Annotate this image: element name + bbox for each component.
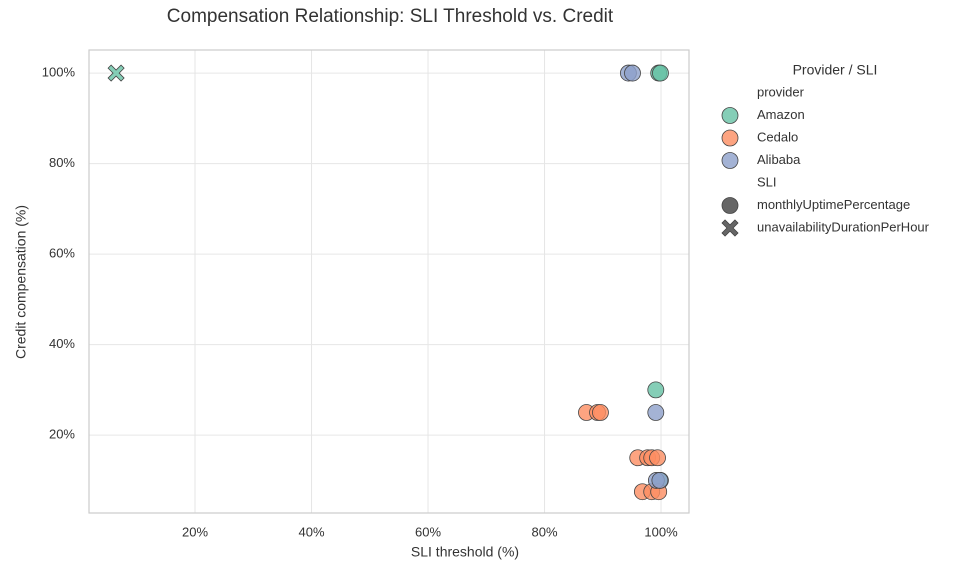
- legend-section-title: provider: [757, 84, 805, 99]
- y-tick-label: 100%: [42, 65, 76, 80]
- legend-marker: [721, 107, 739, 124]
- scatter-point: [624, 64, 641, 82]
- scatter-point: [107, 64, 125, 82]
- scatter-point: [652, 64, 669, 82]
- legend-label: Cedalo: [757, 129, 798, 144]
- x-tick-label: 40%: [299, 524, 325, 539]
- x-tick-label: 80%: [532, 524, 558, 539]
- legend-label: unavailabilityDurationPerHour: [757, 219, 930, 234]
- legend-marker: [721, 197, 739, 214]
- scatter-point: [592, 404, 609, 421]
- scatter-point: [647, 381, 665, 399]
- legend-label: Alibaba: [757, 152, 801, 167]
- scatter-point: [647, 404, 665, 421]
- legend-label: monthlyUptimePercentage: [757, 197, 910, 212]
- legend-marker: [721, 129, 739, 147]
- y-axis-label: Credit compensation (%): [13, 205, 29, 359]
- x-tick-label: 100%: [644, 524, 678, 539]
- legend-title: Provider / SLI: [793, 62, 878, 78]
- scatter-point: [649, 449, 666, 467]
- y-tick-label: 80%: [49, 155, 75, 170]
- chart-title: Compensation Relationship: SLI Threshold…: [167, 6, 614, 27]
- legend-marker: [721, 219, 739, 237]
- y-tick-label: 60%: [49, 246, 75, 261]
- y-tick-label: 20%: [49, 427, 75, 442]
- x-axis-label: SLI threshold (%): [411, 544, 519, 560]
- y-tick-label: 40%: [49, 336, 75, 351]
- plot-frame: [88, 49, 690, 514]
- x-tick-label: 60%: [415, 524, 441, 539]
- legend-label: Amazon: [757, 107, 805, 122]
- legend-section-title: SLI: [757, 174, 777, 189]
- scatter-point: [651, 472, 669, 489]
- legend-marker: [721, 152, 739, 169]
- x-tick-label: 20%: [182, 524, 208, 539]
